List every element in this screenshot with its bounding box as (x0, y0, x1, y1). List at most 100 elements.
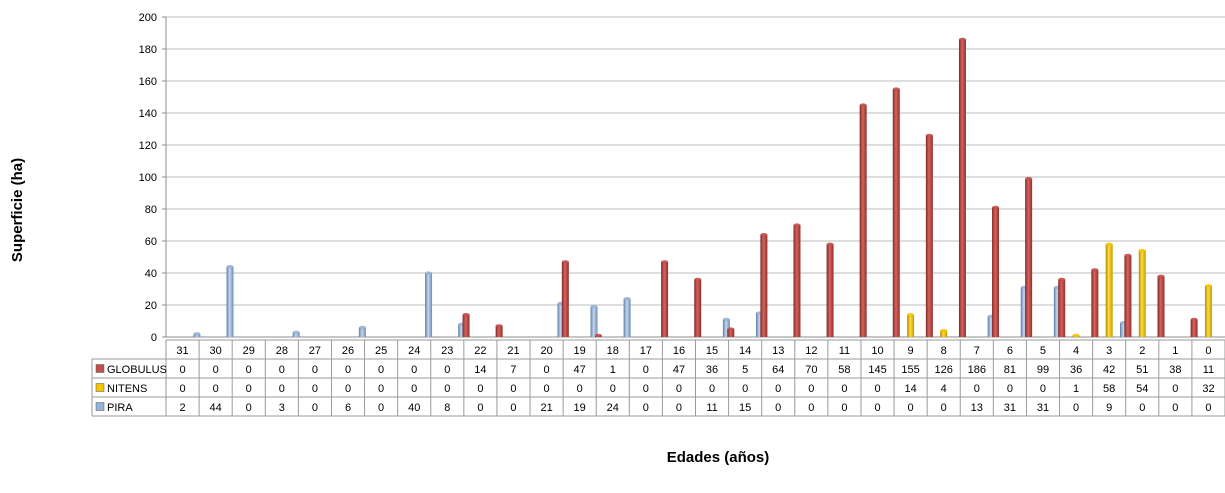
bar-cap (561, 260, 569, 264)
bar-pira-20 (557, 303, 565, 337)
bar-globulus-1 (1157, 276, 1165, 337)
bar-cap (1204, 284, 1212, 288)
bar-cap (727, 327, 735, 331)
table-cell: 4 (941, 383, 947, 395)
x-tick-label: 1 (1172, 345, 1178, 357)
x-tick-label: 7 (974, 345, 980, 357)
bar-globulus-11 (826, 244, 834, 337)
x-tick-label: 8 (941, 345, 947, 357)
x-tick-label: 17 (640, 345, 652, 357)
bar-globulus-3 (1091, 269, 1099, 337)
table-cell: 0 (643, 383, 649, 395)
x-tick-label: 15 (706, 345, 718, 357)
bar-pira-3 (1120, 322, 1128, 337)
bar-globulus-6 (992, 207, 1000, 337)
table-cell: 0 (808, 402, 814, 414)
y-tick-label: 80 (145, 204, 157, 216)
table-cell: 44 (210, 402, 222, 414)
bar-nitens-9 (907, 314, 915, 337)
x-tick-label: 6 (1007, 345, 1013, 357)
table-cell: 1 (610, 364, 616, 376)
data-table: 31 30 29 28 27 26 25 24 23 22 21 20 19 18 17 16 15 14 13 12… (91, 339, 1225, 417)
table-cell: 0 (246, 402, 252, 414)
bar-pira-24 (425, 273, 433, 337)
x-tick-label: 0 (1205, 345, 1211, 357)
table-cell: 0 (444, 383, 450, 395)
bar-globulus-10 (859, 105, 867, 337)
bar-pira-14 (755, 313, 763, 337)
x-tick-label: 31 (176, 345, 188, 357)
bar-cap (495, 324, 503, 328)
table-cell: 0 (312, 383, 318, 395)
bar-cap (1190, 317, 1198, 321)
table-cell: 0 (179, 364, 185, 376)
bar-nitens-8 (940, 330, 948, 337)
bar-cap (1072, 333, 1080, 337)
table-cell: 0 (841, 383, 847, 395)
table-cell: 3 (279, 402, 285, 414)
bar-cap (292, 330, 300, 334)
x-tick-label: 22 (474, 345, 486, 357)
bar-cap (623, 297, 631, 301)
table-cell: 36 (1070, 364, 1082, 376)
bar-cap (462, 313, 470, 317)
legend-label-pira: PIRA (107, 402, 133, 414)
table-cell: 64 (772, 364, 784, 376)
x-tick-label: 20 (540, 345, 552, 357)
table-cell: 31 (1037, 402, 1049, 414)
table-cell: 36 (706, 364, 718, 376)
table-cell: 0 (974, 383, 980, 395)
table-cell: 0 (1172, 402, 1178, 414)
y-tick-label: 60 (145, 236, 157, 248)
table-cell: 14 (904, 383, 916, 395)
bar-globulus-14 (727, 329, 735, 337)
bar-globulus-2 (1124, 255, 1132, 337)
x-tick-label: 14 (739, 345, 751, 357)
legend-label-globulus: GLOBULUS (107, 364, 167, 376)
y-tick-label: 20 (145, 300, 157, 312)
bar-cap (1091, 268, 1099, 272)
table-cell: 0 (676, 383, 682, 395)
table-cell: 0 (874, 402, 880, 414)
table-cell: 0 (544, 364, 550, 376)
bar-cap (1058, 277, 1066, 281)
bar-pira-7 (987, 316, 995, 337)
bar-globulus-4 (1058, 279, 1066, 337)
table-cell: 0 (279, 364, 285, 376)
x-tick-label: 13 (772, 345, 784, 357)
table-cell: 0 (610, 383, 616, 395)
table-cell: 58 (838, 364, 850, 376)
table-cell: 0 (808, 383, 814, 395)
bar-cap (694, 277, 702, 281)
table-cell: 0 (279, 383, 285, 395)
x-tick-label: 26 (342, 345, 354, 357)
table-cell: 0 (378, 402, 384, 414)
table-cell: 0 (643, 402, 649, 414)
table-cell: 11 (1203, 364, 1214, 376)
table-cell: 0 (411, 383, 417, 395)
table-cell: 0 (477, 402, 483, 414)
table-cell: 0 (345, 383, 351, 395)
bar-nitens-3 (1105, 244, 1113, 337)
table-cell: 0 (775, 383, 781, 395)
table-cell: 51 (1136, 364, 1148, 376)
table-cell: 0 (477, 383, 483, 395)
table-cell: 5 (742, 364, 748, 376)
bar-cap (958, 37, 966, 42)
bar-globulus-8 (925, 135, 933, 337)
bar-pira-30 (226, 266, 234, 337)
table-cell: 8 (444, 402, 450, 414)
x-tick-label: 27 (309, 345, 321, 357)
bar-nitens-2 (1138, 250, 1146, 337)
bar-cap (859, 103, 867, 107)
table-cell: 2 (179, 402, 185, 414)
table-cell: 6 (345, 402, 351, 414)
bar-cap (1157, 274, 1165, 278)
bar-cap (760, 233, 768, 237)
x-tick-label: 4 (1073, 345, 1079, 357)
bar-pira-5 (1053, 287, 1061, 337)
y-tick-label: 100 (139, 172, 157, 184)
table-cell: 0 (908, 402, 914, 414)
bars (193, 37, 1212, 338)
table-cell: 0 (510, 383, 516, 395)
